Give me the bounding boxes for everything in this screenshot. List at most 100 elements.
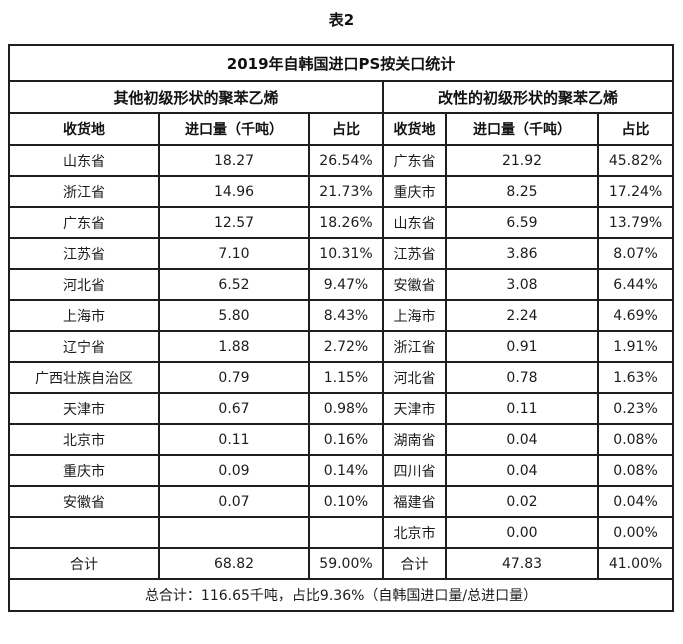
cell-right-share: 0.08% [596,454,675,487]
cell-left-volume: 6.52 [158,268,310,301]
cell-left-share: 26.54% [308,144,384,177]
cell-right-volume: 3.08 [445,268,599,301]
section-header-modified-primary-ps: 改性的初级形状的聚苯乙烯 [381,80,675,114]
cell-left-share: 0.14% [308,454,384,487]
data-rows-body: 山东省 18.27 26.54% 广东省 21.92 45.82% 浙江省 14… [8,144,675,549]
cell-right-share: 4.69% [596,299,675,332]
cell-left-share: 18.26% [308,206,384,239]
cell-right-share: 0.00% [596,516,675,549]
cell-right-volume: 8.25 [445,175,599,208]
cell-left-share: 2.72% [308,330,384,363]
cell-right-volume: 0.04 [445,454,599,487]
cell-right-volume: 21.92 [445,144,599,177]
table-caption: 表2 [328,11,355,29]
col-header-right-share: 占比 [596,112,675,146]
section-header-other-primary-ps: 其他初级形状的聚苯乙烯 [8,80,384,114]
table-title: 2019年自韩国进口PS按关口统计 [7,44,675,82]
cell-right-destination: 湖南省 [382,423,447,456]
cell-right-destination: 广东省 [382,144,447,177]
col-header-left-destination: 收货地 [8,112,160,146]
total-left-volume: 68.82 [158,547,310,580]
cell-left-destination: 广东省 [8,206,160,239]
col-header-right-destination: 收货地 [382,112,447,146]
cell-left-volume: 1.88 [158,330,310,363]
table-row: 江苏省 7.10 10.31% 江苏省 3.86 8.07% [8,237,675,270]
cell-left-volume: 5.80 [158,299,310,332]
table-title-row: 2019年自韩国进口PS按关口统计 [7,44,675,82]
table-row: 浙江省 14.96 21.73% 重庆市 8.25 17.24% [8,175,675,208]
col-header-right-volume: 进口量（千吨） [445,112,599,146]
total-left-share: 59.00% [308,547,384,580]
cell-right-share: 45.82% [596,144,675,177]
cell-right-share: 1.91% [596,330,675,363]
cell-left-volume: 0.79 [158,361,310,394]
total-right-volume: 47.83 [445,547,599,580]
cell-left-destination: 北京市 [8,423,160,456]
cell-right-destination: 河北省 [382,361,447,394]
cell-right-volume: 0.11 [445,392,599,425]
table-row: 重庆市 0.09 0.14% 四川省 0.04 0.08% [8,454,675,487]
cell-right-share: 6.44% [596,268,675,301]
cell-right-destination: 上海市 [382,299,447,332]
cell-left-destination: 山东省 [8,144,160,177]
total-right-share: 41.00% [596,547,675,580]
cell-left-destination: 江苏省 [8,237,160,270]
table-row: 天津市 0.67 0.98% 天津市 0.11 0.23% [8,392,675,425]
cell-left-volume: 0.07 [158,485,310,518]
cell-right-destination: 北京市 [382,516,447,549]
cell-left-volume: 14.96 [158,175,310,208]
cell-right-destination: 安徽省 [382,268,447,301]
cell-right-volume: 0.04 [445,423,599,456]
total-right-label: 合计 [382,547,447,580]
cell-left-volume: 0.11 [158,423,310,456]
cell-left-share: 9.47% [308,268,384,301]
cell-left-destination: 广西壮族自治区 [8,361,160,394]
cell-right-destination: 福建省 [382,485,447,518]
cell-right-share: 0.08% [596,423,675,456]
column-header-row: 收货地 进口量（千吨） 占比 收货地 进口量（千吨） 占比 [8,112,675,146]
cell-left-destination: 浙江省 [8,175,160,208]
cell-right-volume: 0.78 [445,361,599,394]
cell-right-destination: 浙江省 [382,330,447,363]
table-row: 安徽省 0.07 0.10% 福建省 0.02 0.04% [8,485,675,518]
cell-left-destination: 天津市 [8,392,160,425]
cell-left-volume [158,516,310,549]
cell-left-destination: 上海市 [8,299,160,332]
table-row: 北京市 0.00 0.00% [8,516,675,549]
col-header-left-volume: 进口量（千吨） [158,112,310,146]
cell-left-destination [8,516,160,549]
ps-import-statistics-table: 2019年自韩国进口PS按关口统计 其他初级形状的聚苯乙烯 改性的初级形状的聚苯… [7,44,675,612]
table-row: 广东省 12.57 18.26% 山东省 6.59 13.79% [8,206,675,239]
cell-right-share: 17.24% [596,175,675,208]
table-row: 北京市 0.11 0.16% 湖南省 0.04 0.08% [8,423,675,456]
cell-left-volume: 7.10 [158,237,310,270]
table-row: 河北省 6.52 9.47% 安徽省 3.08 6.44% [8,268,675,301]
cell-left-destination: 辽宁省 [8,330,160,363]
cell-left-volume: 0.67 [158,392,310,425]
cell-left-share: 21.73% [308,175,384,208]
cell-right-volume: 2.24 [445,299,599,332]
cell-left-share: 0.16% [308,423,384,456]
section-header-row: 其他初级形状的聚苯乙烯 改性的初级形状的聚苯乙烯 [8,80,675,114]
table-row: 广西壮族自治区 0.79 1.15% 河北省 0.78 1.63% [8,361,675,394]
cell-right-share: 0.04% [596,485,675,518]
totals-row: 合计 68.82 59.00% 合计 47.83 41.00% [8,547,675,580]
cell-right-destination: 江苏省 [382,237,447,270]
cell-left-share: 0.98% [308,392,384,425]
cell-right-share: 0.23% [596,392,675,425]
cell-right-volume: 6.59 [445,206,599,239]
cell-right-share: 8.07% [596,237,675,270]
cell-right-volume: 0.02 [445,485,599,518]
cell-right-destination: 山东省 [382,206,447,239]
cell-right-share: 13.79% [596,206,675,239]
cell-left-share: 10.31% [308,237,384,270]
cell-left-destination: 河北省 [8,268,160,301]
cell-left-volume: 18.27 [158,144,310,177]
table-row: 上海市 5.80 8.43% 上海市 2.24 4.69% [8,299,675,332]
grand-total-note: 总合计：116.65千吨，占比9.36%（自韩国进口量/总进口量） [7,578,675,612]
cell-right-share: 1.63% [596,361,675,394]
grand-total-row: 总合计：116.65千吨，占比9.36%（自韩国进口量/总进口量） [7,578,675,612]
cell-right-destination: 天津市 [382,392,447,425]
cell-right-volume: 3.86 [445,237,599,270]
